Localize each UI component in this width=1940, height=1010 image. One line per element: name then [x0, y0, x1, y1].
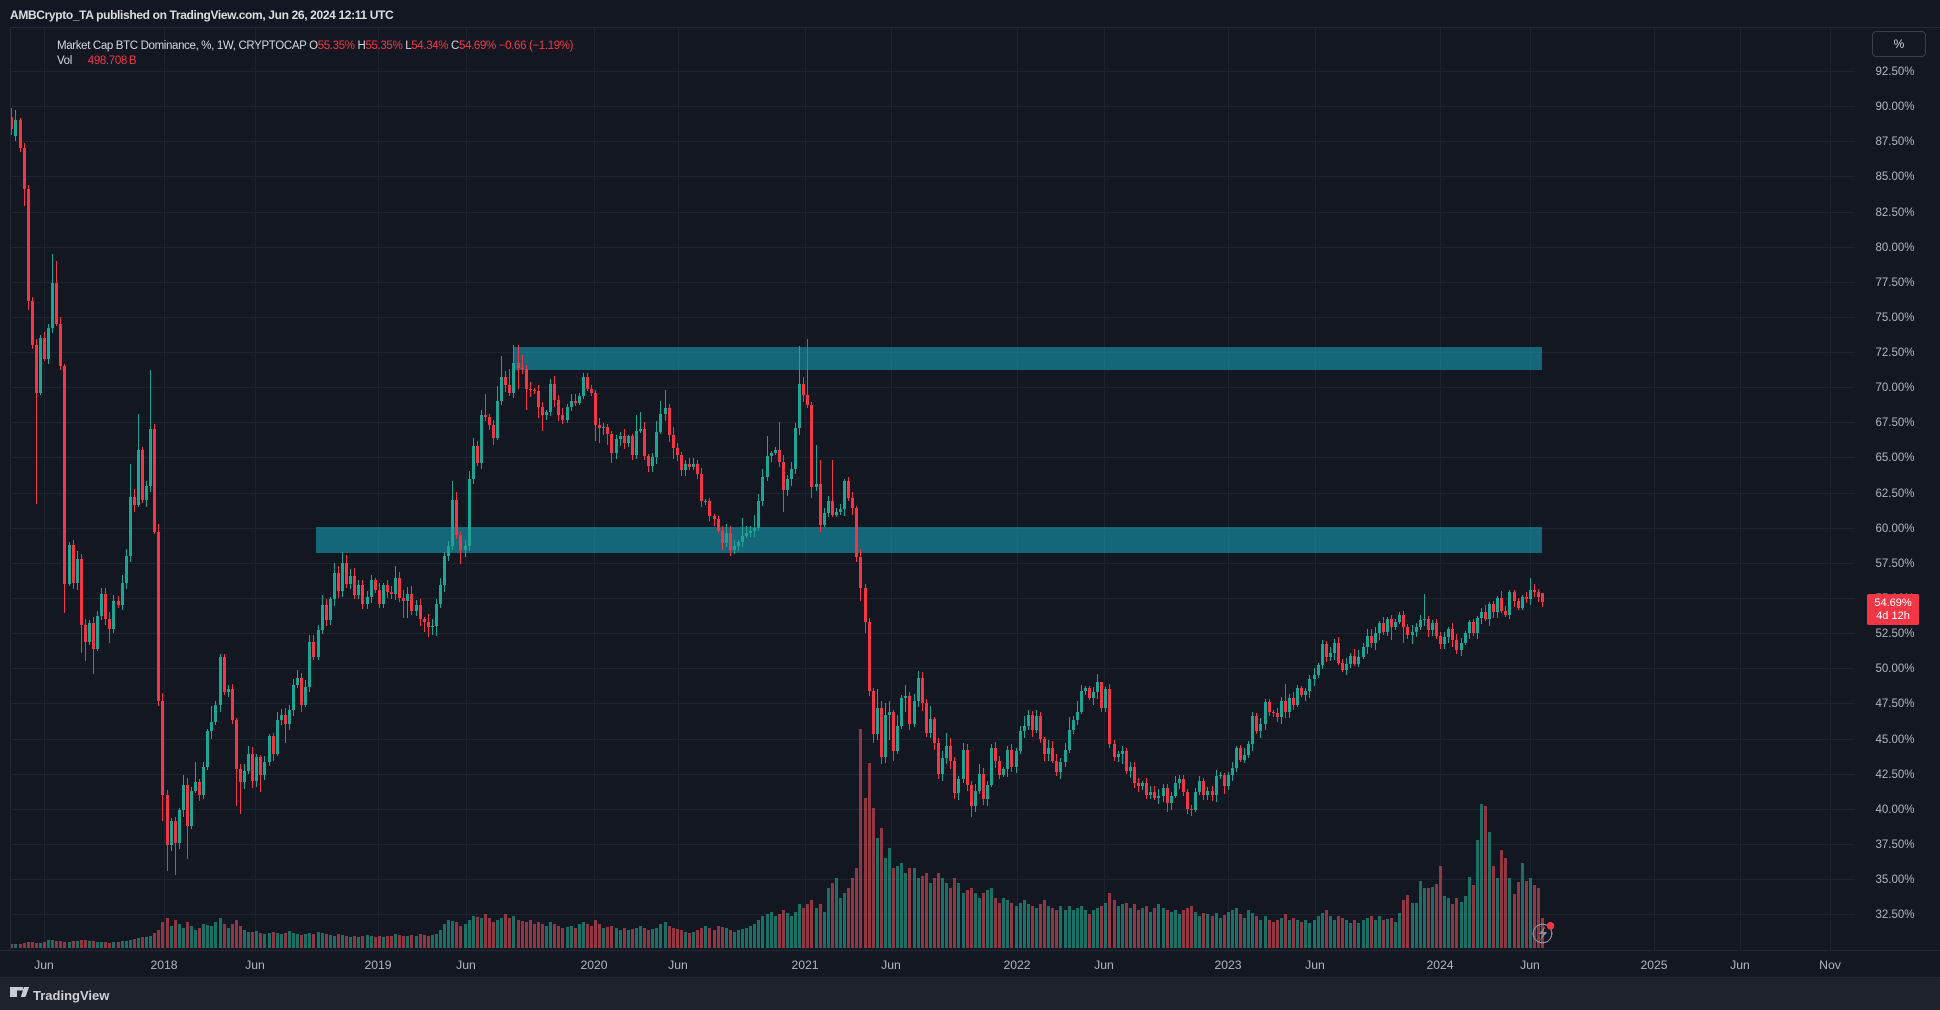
svg-text:Jun: Jun [34, 958, 54, 972]
svg-text:87.50%: 87.50% [1875, 136, 1914, 148]
svg-text:54.69%: 54.69% [1874, 597, 1912, 609]
svg-text:Jun: Jun [245, 958, 265, 972]
svg-text:42.50%: 42.50% [1875, 769, 1914, 781]
svg-text:2025: 2025 [1640, 958, 1667, 972]
svg-text:82.50%: 82.50% [1875, 207, 1914, 219]
svg-text:TradingView: TradingView [33, 988, 110, 1003]
svg-text:67.50%: 67.50% [1875, 417, 1914, 429]
svg-text:45.00%: 45.00% [1875, 734, 1914, 746]
svg-text:80.00%: 80.00% [1875, 242, 1914, 254]
svg-text:AMBCrypto_TA published on Trad: AMBCrypto_TA published on TradingView.co… [10, 8, 394, 22]
svg-text:35.00%: 35.00% [1875, 874, 1914, 886]
svg-text:47.50%: 47.50% [1875, 698, 1914, 710]
svg-text:Jun: Jun [1305, 958, 1325, 972]
svg-text:37.50%: 37.50% [1875, 839, 1914, 851]
svg-text:92.50%: 92.50% [1875, 66, 1914, 78]
svg-text:Jun: Jun [668, 958, 688, 972]
svg-text:2019: 2019 [364, 958, 391, 972]
svg-text:60.00%: 60.00% [1875, 523, 1914, 535]
svg-text:70.00%: 70.00% [1875, 382, 1914, 394]
svg-text:2020: 2020 [580, 958, 607, 972]
svg-text:57.50%: 57.50% [1875, 558, 1914, 570]
svg-text:75.00%: 75.00% [1875, 312, 1914, 324]
svg-text:Market Cap BTC Dominance, %, 1: Market Cap BTC Dominance, %, 1W, CRYPTOC… [57, 40, 574, 52]
svg-text:2024: 2024 [1426, 958, 1453, 972]
svg-text:65.00%: 65.00% [1875, 452, 1914, 464]
svg-text:52.50%: 52.50% [1875, 628, 1914, 640]
svg-text:Jun: Jun [1094, 958, 1114, 972]
svg-text:85.00%: 85.00% [1875, 171, 1914, 183]
svg-text:72.50%: 72.50% [1875, 347, 1914, 359]
svg-text:50.00%: 50.00% [1875, 663, 1914, 675]
svg-text:90.00%: 90.00% [1875, 101, 1914, 113]
svg-text:2021: 2021 [791, 958, 818, 972]
svg-text:77.50%: 77.50% [1875, 277, 1914, 289]
svg-text:40.00%: 40.00% [1875, 804, 1914, 816]
svg-text:Jun: Jun [1520, 958, 1540, 972]
svg-text:Nov: Nov [1819, 958, 1842, 972]
svg-text:Jun: Jun [456, 958, 476, 972]
svg-text:2023: 2023 [1214, 958, 1241, 972]
svg-text:%: % [1894, 37, 1905, 51]
svg-text:4d 12h: 4d 12h [1876, 610, 1910, 622]
svg-text:Jun: Jun [1730, 958, 1750, 972]
svg-text:2022: 2022 [1003, 958, 1030, 972]
svg-text:62.50%: 62.50% [1875, 488, 1914, 500]
svg-text:2018: 2018 [150, 958, 177, 972]
svg-text:32.50%: 32.50% [1875, 909, 1914, 921]
svg-text:Jun: Jun [881, 958, 901, 972]
